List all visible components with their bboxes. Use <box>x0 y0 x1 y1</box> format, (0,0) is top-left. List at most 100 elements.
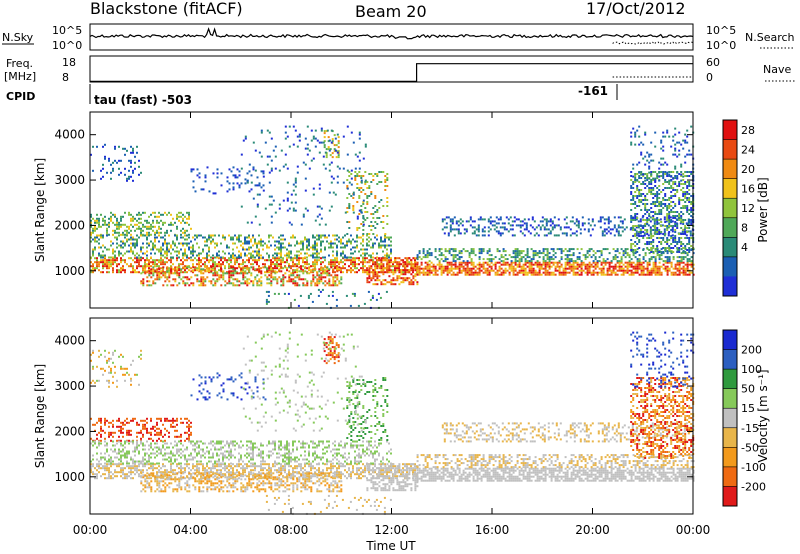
range-gate-cell <box>208 261 210 264</box>
range-gate-cell <box>460 252 463 255</box>
range-gate-cell <box>360 223 363 225</box>
range-gate-cell <box>266 270 269 273</box>
range-gate-cell <box>452 273 455 276</box>
range-gate-cell <box>688 193 691 195</box>
range-gate-cell <box>324 151 327 154</box>
range-gate-cell <box>198 257 200 260</box>
range-gate-cell <box>678 201 681 203</box>
range-gate-cell <box>376 267 378 270</box>
range-gate-cell <box>150 272 153 275</box>
range-gate-cell <box>372 225 375 227</box>
range-gate-cell <box>680 221 683 223</box>
range-gate-cell <box>545 222 548 225</box>
range-gate-cell <box>548 252 551 255</box>
range-gate-cell <box>302 265 304 268</box>
range-gate-cell <box>148 270 151 273</box>
range-gate-cell <box>500 273 503 276</box>
range-gate-cell <box>678 199 681 201</box>
range-gate-cell <box>374 205 377 207</box>
range-gate-cell <box>664 241 667 243</box>
range-gate-cell <box>154 246 156 249</box>
range-gate-cell <box>218 265 220 268</box>
range-gate-cell <box>577 220 580 223</box>
range-gate-cell <box>150 270 153 273</box>
range-gate-cell <box>333 134 336 137</box>
range-gate-cell <box>342 261 344 264</box>
range-gate-cell <box>684 263 687 266</box>
range-gate-cell <box>340 242 342 245</box>
range-gate-cell <box>382 205 385 207</box>
range-gate-cell <box>502 260 505 263</box>
range-gate-cell <box>648 153 651 156</box>
range-gate-cell <box>638 231 641 233</box>
range-gate-cell <box>234 272 237 275</box>
range-gate-cell <box>424 271 427 274</box>
range-gate-cell <box>116 219 118 222</box>
range-gate-cell <box>579 228 582 231</box>
range-gate-cell <box>146 263 148 266</box>
range-gate-cell <box>630 273 633 276</box>
range-gate-cell <box>362 263 364 266</box>
range-gate-cell <box>332 265 334 268</box>
range-gate-cell <box>502 271 505 274</box>
range-gate-cell <box>108 265 110 268</box>
range-gate-cell <box>408 271 411 274</box>
range-gate-cell <box>512 252 515 255</box>
range-gate-cell <box>661 224 664 227</box>
range-gate-cell <box>658 269 661 272</box>
range-gate-cell <box>364 211 367 213</box>
range-gate-cell <box>532 258 535 261</box>
range-gate-cell <box>358 213 361 215</box>
range-gate-cell <box>648 189 651 191</box>
range-gate-cell <box>672 215 675 217</box>
range-gate-cell <box>306 263 308 266</box>
range-gate-cell <box>689 230 692 233</box>
range-gate-cell <box>236 259 238 262</box>
range-gate-cell <box>544 263 547 266</box>
range-gate-cell <box>154 263 156 266</box>
range-gate-cell <box>608 267 611 270</box>
range-gate-cell <box>250 254 252 257</box>
range-gate-cell <box>300 278 303 281</box>
range-gate-cell <box>542 248 545 251</box>
range-gate-cell <box>388 259 390 262</box>
range-gate-cell <box>468 267 471 270</box>
range-gate-cell <box>668 211 671 213</box>
range-gate-cell <box>606 271 609 274</box>
range-gate-cell <box>682 205 685 207</box>
range-gate-cell <box>292 265 294 268</box>
range-gate-cell <box>630 203 633 205</box>
range-gate-cell <box>200 278 203 281</box>
range-gate-cell <box>416 258 419 261</box>
range-gate-cell <box>242 263 244 266</box>
range-gate-cell <box>442 265 445 268</box>
range-gate-cell <box>338 240 340 243</box>
range-gate-cell <box>148 272 151 275</box>
range-gate-cell <box>202 276 205 279</box>
range-gate-cell <box>198 234 200 237</box>
range-gate-cell <box>676 273 679 276</box>
range-gate-cell <box>154 244 156 247</box>
range-gate-cell <box>168 269 170 272</box>
range-gate-cell <box>302 259 304 262</box>
range-gate-cell <box>94 221 96 224</box>
range-gate-cell <box>684 161 687 164</box>
range-gate-cell <box>528 267 531 270</box>
range-gate-cell <box>238 238 240 241</box>
range-gate-cell <box>252 259 254 262</box>
range-gate-cell <box>136 259 138 262</box>
range-gate-cell <box>218 263 220 266</box>
range-gate-cell <box>96 240 98 243</box>
range-gate-cell <box>620 273 623 276</box>
range-gate-cell <box>90 256 92 259</box>
range-gate-cell <box>304 238 306 241</box>
range-gate-cell <box>684 233 687 235</box>
range-gate-cell <box>630 250 633 253</box>
range-gate-cell <box>632 197 635 199</box>
range-gate-cell <box>504 267 507 270</box>
range-gate-cell <box>614 271 617 274</box>
range-gate-cell <box>374 269 376 272</box>
range-gate-cell <box>682 195 685 197</box>
range-gate-cell <box>282 257 284 260</box>
